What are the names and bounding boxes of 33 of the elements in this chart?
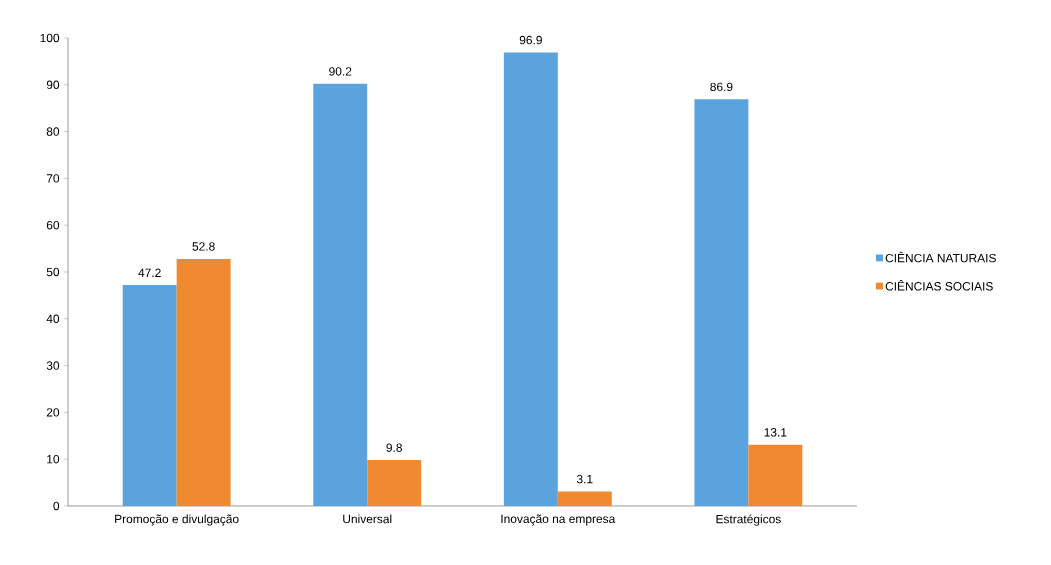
data-label: 47.2 <box>138 268 161 277</box>
x-tick-label: Promoção e divulgação <box>115 514 239 526</box>
y-tick-label: 20 <box>46 408 60 417</box>
y-tick-label: 10 <box>47 454 60 464</box>
y-tick-label: 60 <box>46 220 60 230</box>
y-tick-label: 100 <box>40 33 60 43</box>
data-label: 90.2 <box>329 67 352 76</box>
data-label: 9.8 <box>386 443 402 452</box>
bar <box>313 83 368 506</box>
bar <box>176 258 231 506</box>
bar <box>503 52 558 506</box>
bar <box>748 444 803 506</box>
y-tick-label: 40 <box>46 314 60 324</box>
y-tick-label: 90 <box>46 80 60 90</box>
y-tick-label: 50 <box>46 267 60 277</box>
legend-label: CIÊNCIAS SOCIAIS <box>885 279 993 291</box>
x-tick-label: Universal <box>343 514 392 524</box>
bar <box>122 285 177 506</box>
y-tick-label: 70 <box>46 174 60 183</box>
y-tick-label: 30 <box>46 361 60 370</box>
x-tick-label: Inovação na empresa <box>501 514 616 526</box>
y-tick-label: 80 <box>46 127 60 136</box>
bar <box>694 99 749 506</box>
x-tick-label: Estratégicos <box>716 514 781 526</box>
legend-label: CIÊNCIA NATURAIS <box>885 251 996 263</box>
bar <box>367 460 422 506</box>
data-label: 3.1 <box>576 474 593 484</box>
data-label: 52.8 <box>192 242 215 251</box>
data-label: 13.1 <box>764 428 787 437</box>
bar <box>557 491 612 506</box>
data-label: 86.9 <box>710 82 733 92</box>
data-label: 96.9 <box>519 35 542 45</box>
y-tick-label: 0 <box>53 501 60 511</box>
